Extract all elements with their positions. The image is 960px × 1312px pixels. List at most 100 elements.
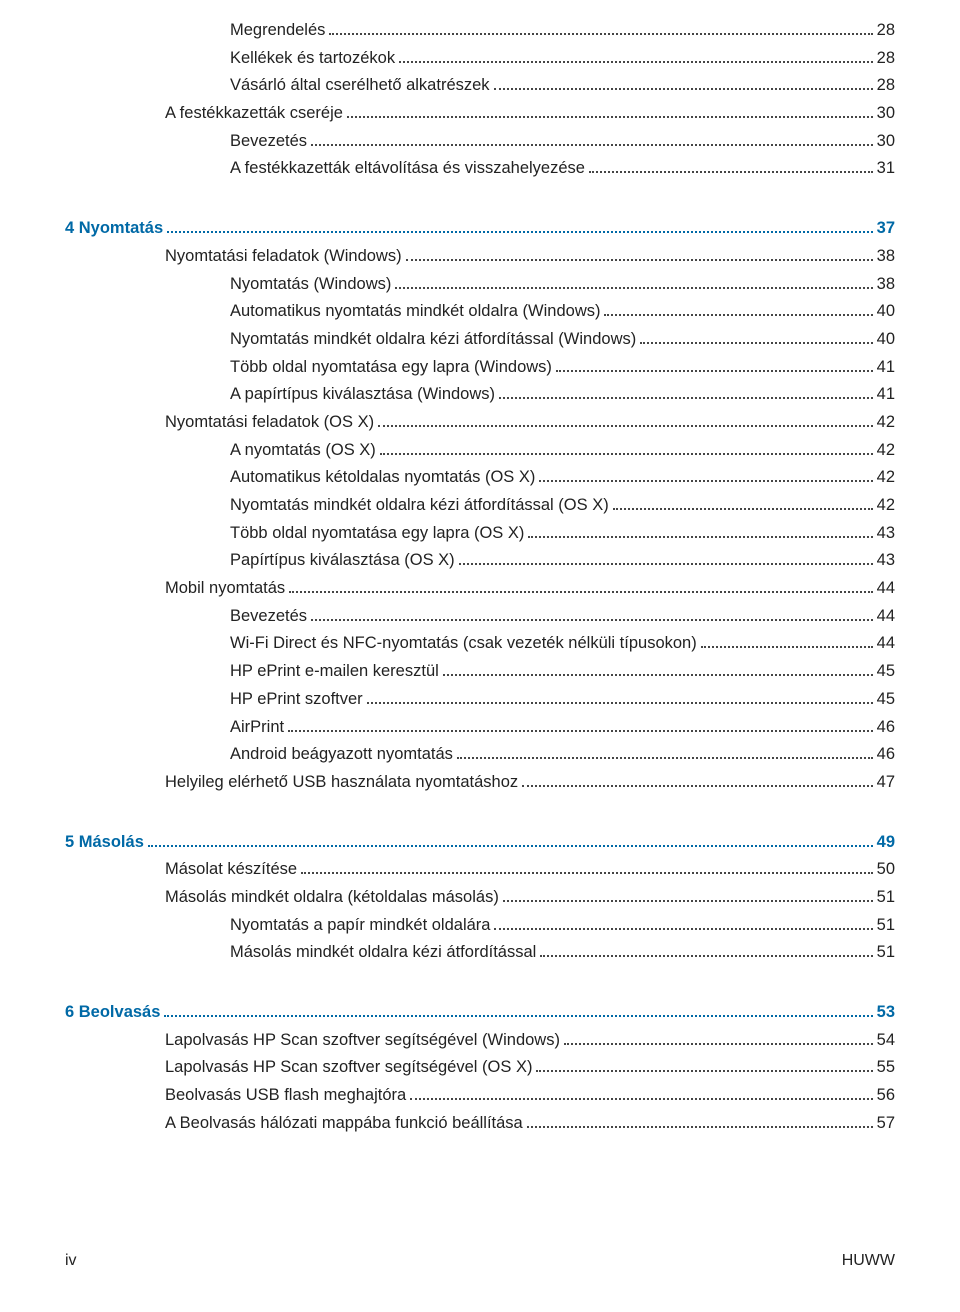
- footer-right-label: HUWW: [842, 1252, 895, 1270]
- toc-entry-page: 51: [877, 917, 895, 934]
- toc-entry[interactable]: Papírtípus kiválasztása (OS X) 43: [65, 552, 895, 569]
- toc-chapter-entry[interactable]: 6 Beolvasás 53: [65, 1004, 895, 1021]
- toc-entry-page: 42: [877, 414, 895, 431]
- toc-entry-label: Wi-Fi Direct és NFC-nyomtatás (csak veze…: [230, 635, 697, 652]
- toc-leader-dots: [311, 134, 873, 146]
- toc-leader-dots: [406, 249, 873, 261]
- toc-entry-page: 30: [877, 133, 895, 150]
- toc-list: Megrendelés 28 Kellékek és tartozékok 28 V…: [65, 22, 895, 1131]
- toc-entry-label: A festékkazetták cseréje: [165, 105, 343, 122]
- toc-entry[interactable]: Vásárló által cserélhető alkatrészek 28: [65, 77, 895, 94]
- toc-entry[interactable]: Nyomtatás mindkét oldalra kézi átfordítá…: [65, 497, 895, 514]
- toc-entry[interactable]: Nyomtatási feladatok (Windows) 38: [65, 248, 895, 265]
- toc-entry-label: Android beágyazott nyomtatás: [230, 746, 453, 763]
- toc-leader-dots: [528, 526, 872, 538]
- toc-leader-dots: [604, 304, 872, 316]
- toc-entry-label: Nyomtatás (Windows): [230, 276, 391, 293]
- toc-entry-label: HP ePrint szoftver: [230, 691, 363, 708]
- toc-entry[interactable]: Mobil nyomtatás 44: [65, 580, 895, 597]
- toc-leader-dots: [443, 664, 873, 676]
- toc-leader-dots: [564, 1033, 873, 1045]
- toc-leader-dots: [399, 51, 873, 63]
- toc-entry[interactable]: Helyileg elérhető USB használata nyomtat…: [65, 774, 895, 791]
- toc-entry[interactable]: Automatikus nyomtatás mindkét oldalra (W…: [65, 303, 895, 320]
- toc-leader-dots: [301, 862, 873, 874]
- toc-entry[interactable]: Automatikus kétoldalas nyomtatás (OS X) …: [65, 469, 895, 486]
- toc-entry[interactable]: Lapolvasás HP Scan szoftver segítségével…: [65, 1032, 895, 1049]
- toc-entry[interactable]: AirPrint 46: [65, 719, 895, 736]
- footer-page-number: iv: [65, 1252, 77, 1270]
- toc-entry[interactable]: Lapolvasás HP Scan szoftver segítségével…: [65, 1059, 895, 1076]
- toc-entry-page: 53: [877, 1004, 895, 1021]
- toc-entry-label: A Beolvasás hálózati mappába funkció beá…: [165, 1115, 523, 1132]
- toc-entry[interactable]: Wi-Fi Direct és NFC-nyomtatás (csak veze…: [65, 635, 895, 652]
- toc-leader-dots: [494, 918, 872, 930]
- toc-leader-dots: [503, 890, 873, 902]
- toc-entry-page: 45: [877, 663, 895, 680]
- toc-entry[interactable]: A nyomtatás (OS X) 42: [65, 442, 895, 459]
- toc-entry[interactable]: Másolás mindkét oldalra (kétoldalas máso…: [65, 889, 895, 906]
- toc-leader-dots: [499, 387, 873, 399]
- toc-entry[interactable]: Bevezetés 44: [65, 608, 895, 625]
- toc-leader-dots: [457, 747, 873, 759]
- toc-entry-label: Nyomtatási feladatok (OS X): [165, 414, 374, 431]
- toc-entry-page: 55: [877, 1059, 895, 1076]
- toc-entry[interactable]: Nyomtatás a papír mindkét oldalára 51: [65, 917, 895, 934]
- toc-entry-page: 57: [877, 1115, 895, 1132]
- toc-entry-page: 40: [877, 331, 895, 348]
- toc-entry-label: Másolás mindkét oldalra kézi átfordításs…: [230, 944, 536, 961]
- toc-leader-dots: [378, 415, 873, 427]
- toc-leader-dots: [289, 581, 873, 593]
- toc-entry-label: HP ePrint e-mailen keresztül: [230, 663, 439, 680]
- toc-entry-label: 4 Nyomtatás: [65, 220, 163, 237]
- toc-entry[interactable]: Másolat készítése 50: [65, 861, 895, 878]
- toc-entry-label: Lapolvasás HP Scan szoftver segítségével…: [165, 1032, 560, 1049]
- toc-entry-label: 5 Másolás: [65, 834, 144, 851]
- toc-entry[interactable]: HP ePrint e-mailen keresztül 45: [65, 663, 895, 680]
- toc-leader-dots: [459, 553, 873, 565]
- toc-entry[interactable]: HP ePrint szoftver 45: [65, 691, 895, 708]
- toc-leader-dots: [540, 945, 872, 957]
- toc-entry-page: 56: [877, 1087, 895, 1104]
- toc-leader-dots: [167, 221, 873, 233]
- toc-entry[interactable]: A Beolvasás hálózati mappába funkció beá…: [65, 1115, 895, 1132]
- toc-entry[interactable]: Több oldal nyomtatása egy lapra (OS X) 4…: [65, 525, 895, 542]
- toc-entry[interactable]: Beolvasás USB flash meghajtóra 56: [65, 1087, 895, 1104]
- toc-entry[interactable]: Több oldal nyomtatása egy lapra (Windows…: [65, 359, 895, 376]
- toc-entry[interactable]: Nyomtatás mindkét oldalra kézi átfordítá…: [65, 331, 895, 348]
- toc-leader-dots: [164, 1005, 872, 1017]
- toc-entry-label: Bevezetés: [230, 133, 307, 150]
- toc-entry-page: 51: [877, 889, 895, 906]
- toc-entry-page: 49: [877, 834, 895, 851]
- toc-entry[interactable]: Bevezetés 30: [65, 133, 895, 150]
- toc-chapter-entry[interactable]: 4 Nyomtatás 37: [65, 220, 895, 237]
- toc-entry-page: 41: [877, 386, 895, 403]
- toc-entry-label: Nyomtatás mindkét oldalra kézi átfordítá…: [230, 497, 609, 514]
- toc-leader-dots: [494, 78, 873, 90]
- toc-leader-dots: [288, 720, 873, 732]
- page-footer: iv HUWW: [65, 1252, 895, 1270]
- toc-leader-dots: [367, 692, 873, 704]
- toc-entry[interactable]: A papírtípus kiválasztása (Windows) 41: [65, 386, 895, 403]
- toc-entry[interactable]: A festékkazetták eltávolítása és visszah…: [65, 160, 895, 177]
- toc-entry-label: A nyomtatás (OS X): [230, 442, 376, 459]
- toc-entry[interactable]: Másolás mindkét oldalra kézi átfordításs…: [65, 944, 895, 961]
- toc-entry-page: 41: [877, 359, 895, 376]
- toc-entry[interactable]: A festékkazetták cseréje 30: [65, 105, 895, 122]
- toc-entry-page: 40: [877, 303, 895, 320]
- toc-entry-page: 42: [877, 497, 895, 514]
- toc-leader-dots: [536, 1060, 872, 1072]
- section-gap: [65, 188, 895, 220]
- toc-entry-label: Papírtípus kiválasztása (OS X): [230, 552, 455, 569]
- toc-entry[interactable]: Megrendelés 28: [65, 22, 895, 39]
- toc-entry-page: 42: [877, 442, 895, 459]
- toc-entry-label: A festékkazetták eltávolítása és visszah…: [230, 160, 585, 177]
- toc-entry-label: Nyomtatás mindkét oldalra kézi átfordítá…: [230, 331, 636, 348]
- toc-entry[interactable]: Nyomtatás (Windows) 38: [65, 276, 895, 293]
- toc-leader-dots: [311, 609, 873, 621]
- toc-entry[interactable]: Android beágyazott nyomtatás 46: [65, 746, 895, 763]
- toc-chapter-entry[interactable]: 5 Másolás 49: [65, 834, 895, 851]
- toc-entry[interactable]: Kellékek és tartozékok 28: [65, 50, 895, 67]
- toc-entry[interactable]: Nyomtatási feladatok (OS X) 42: [65, 414, 895, 431]
- toc-entry-page: 43: [877, 525, 895, 542]
